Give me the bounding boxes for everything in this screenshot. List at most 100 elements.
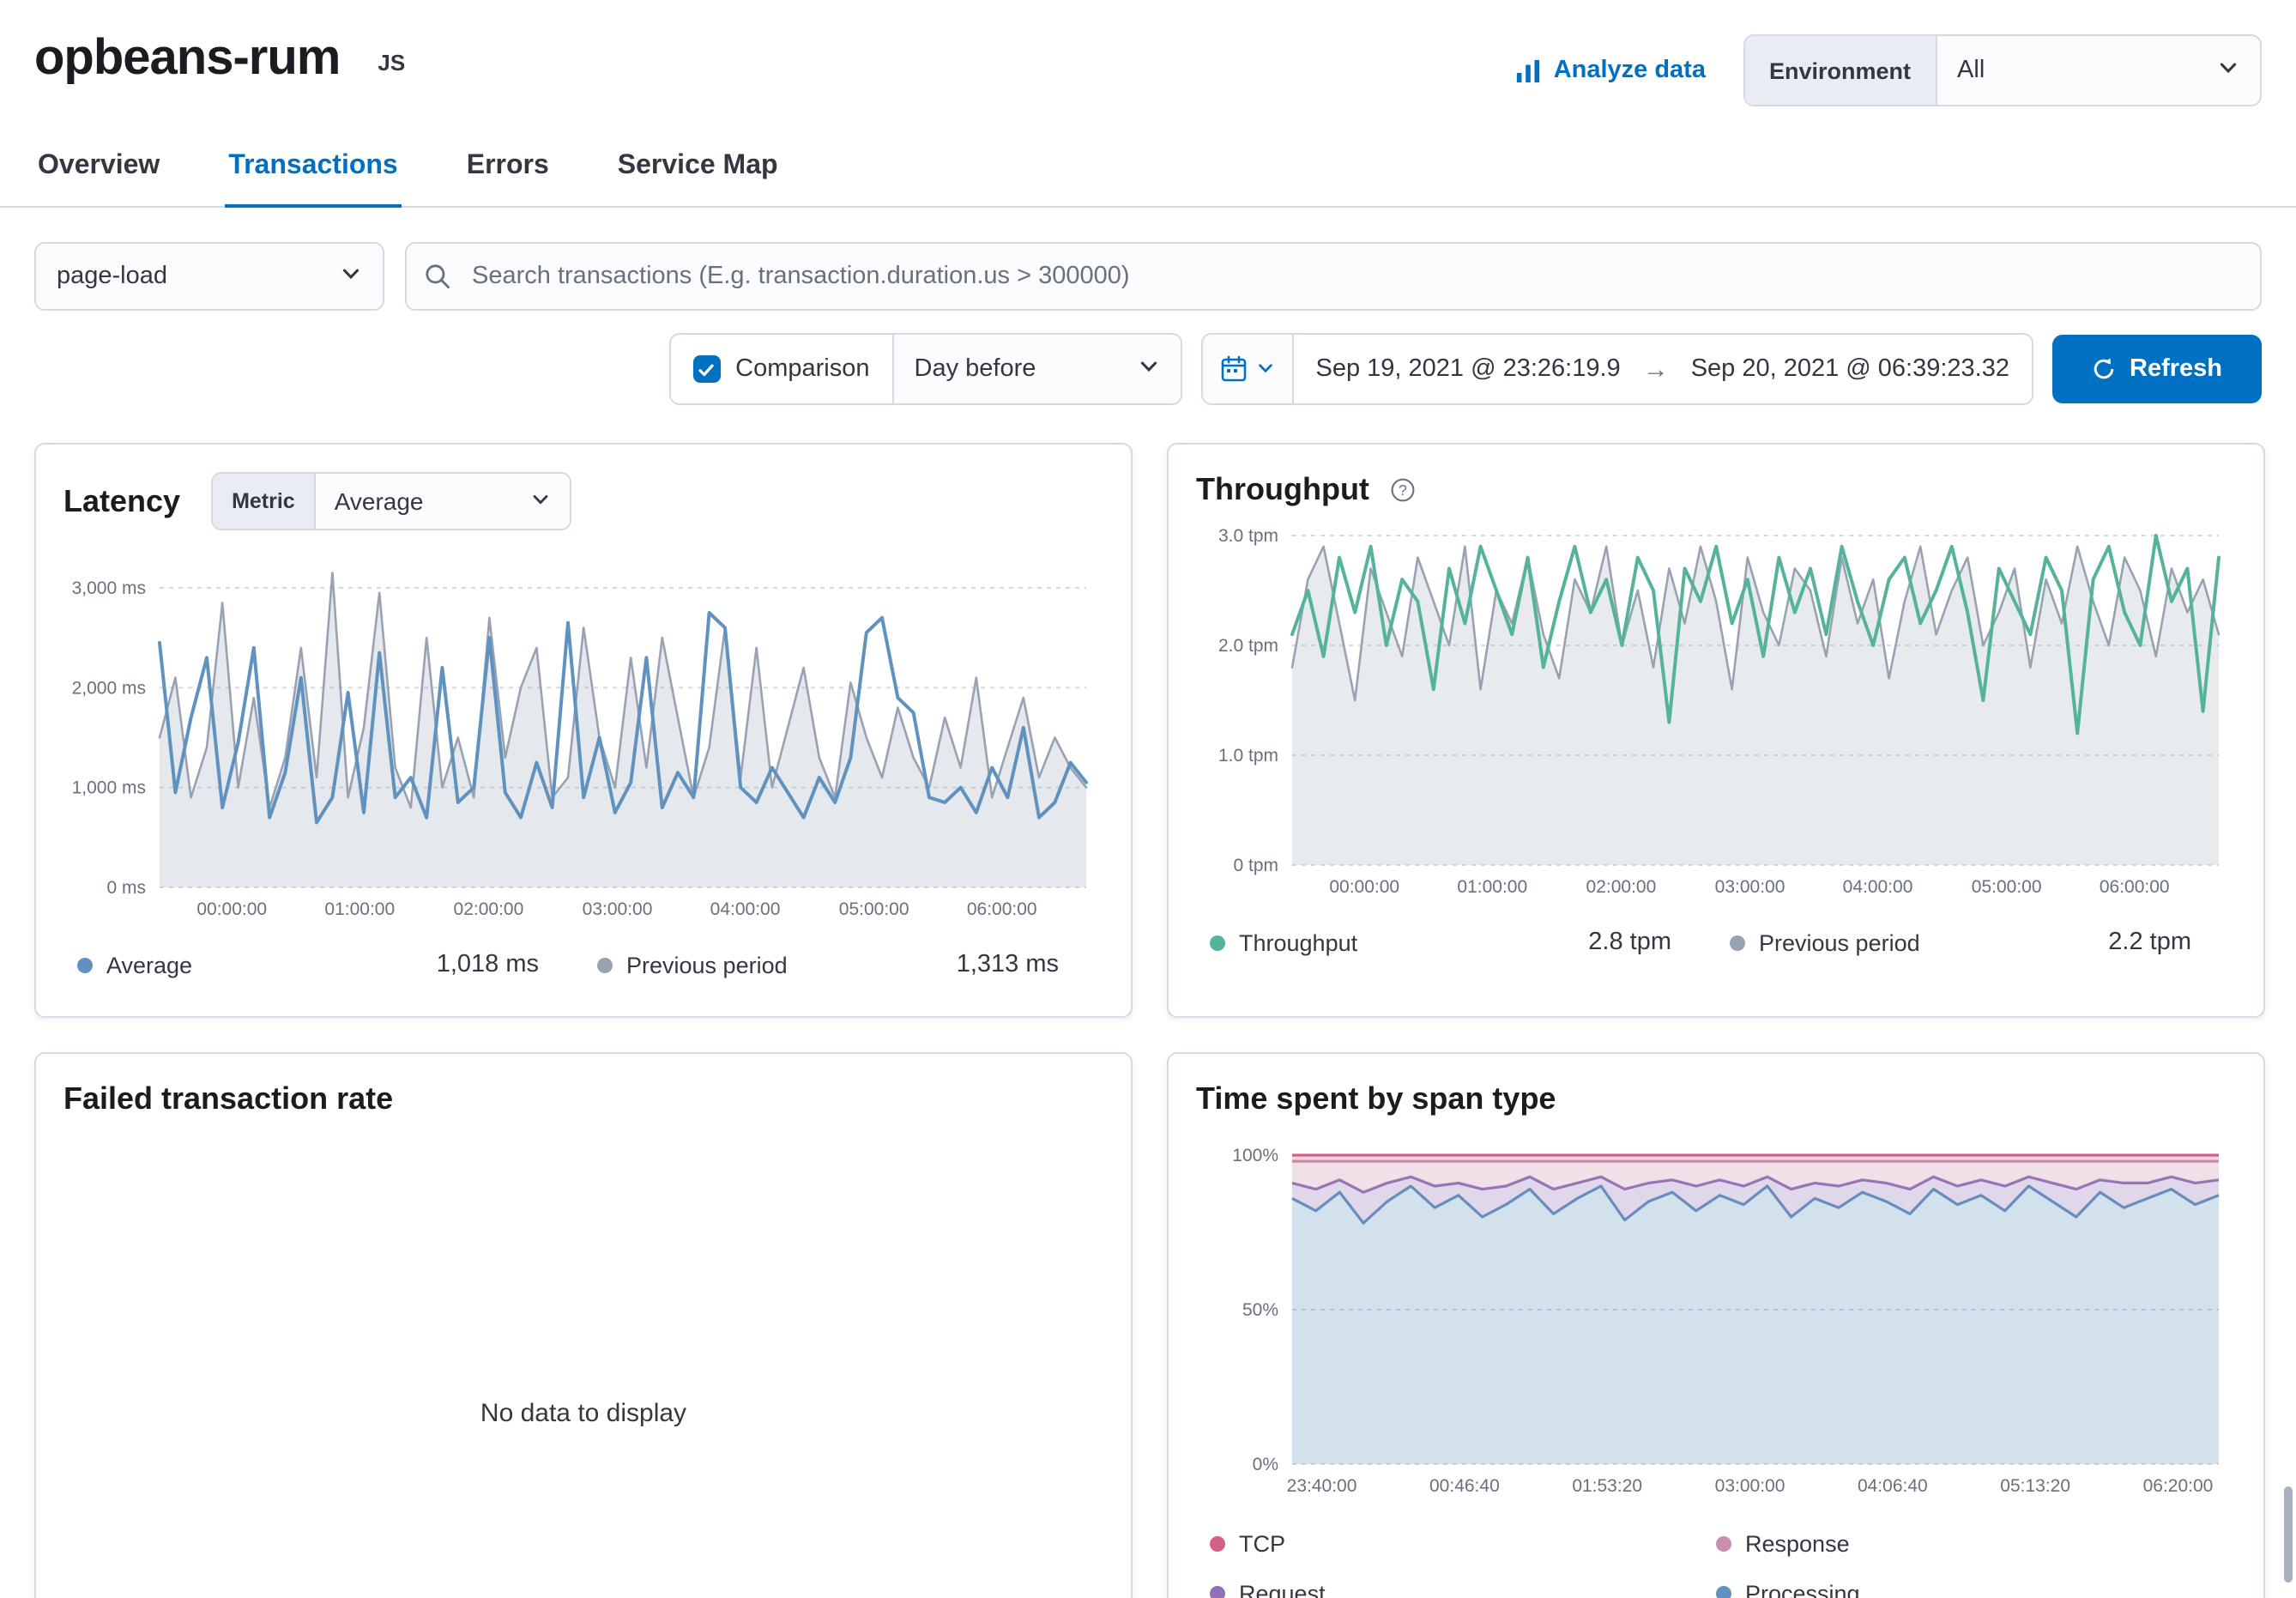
legend-item-throughput[interactable]: Throughput	[1210, 929, 1357, 955]
legend-dot	[1210, 1536, 1225, 1552]
legend-dot	[1210, 935, 1225, 950]
svg-text:03:00:00: 03:00:00	[583, 899, 653, 919]
svg-text:01:53:20: 01:53:20	[1572, 1476, 1642, 1496]
page-header: opbeans-rum JS Analyze data Environment …	[0, 0, 2296, 106]
time-controls: Comparison Day before Sep 19, 2021 @ 23:…	[0, 333, 2296, 405]
legend-item-tcp[interactable]: TCP	[1210, 1531, 1716, 1557]
legend-label: Average	[106, 952, 193, 978]
svg-text:04:06:40: 04:06:40	[1858, 1476, 1928, 1496]
metric-value: Average	[334, 487, 424, 515]
environment-label: Environment	[1745, 36, 1937, 105]
search-box	[405, 242, 2262, 311]
chevron-down-icon	[1256, 356, 1275, 382]
svg-text:02:00:00: 02:00:00	[1586, 877, 1657, 897]
refresh-icon	[2092, 357, 2116, 381]
svg-text:03:00:00: 03:00:00	[1715, 1476, 1785, 1496]
legend-item-response[interactable]: Response	[1716, 1531, 2222, 1557]
svg-text:1.0 tpm: 1.0 tpm	[1218, 746, 1278, 766]
comparison-value: Day before	[914, 355, 1036, 383]
span-type-chart[interactable]: 0% 50% 100% 23:40:00 00:46:40 01:53:20 03:00:0…	[1196, 1141, 2236, 1502]
svg-text:3.0 tpm: 3.0 tpm	[1218, 526, 1278, 546]
svg-text:0 ms: 0 ms	[106, 878, 146, 898]
comparison-checkbox-label[interactable]: Comparison	[670, 335, 892, 403]
legend-label: Throughput	[1239, 929, 1358, 955]
svg-text:01:00:00: 01:00:00	[1457, 877, 1527, 897]
throughput-panel: Throughput ? 0 tpm 1.0 tpm 2.0 tpm 3.0 tpm 0…	[1167, 443, 2265, 1018]
svg-text:50%: 50%	[1242, 1300, 1278, 1320]
analyze-data-label: Analyze data	[1553, 57, 1706, 84]
svg-text:05:13:20: 05:13:20	[2000, 1476, 2070, 1496]
span-type-legend: TCP Response Request Processing	[1196, 1531, 2236, 1598]
refresh-button[interactable]: Refresh	[2052, 335, 2262, 403]
svg-text:2,000 ms: 2,000 ms	[72, 678, 146, 698]
date-end-button[interactable]: Sep 20, 2021 @ 06:39:23.32	[1668, 335, 2032, 403]
legend-item-previous-period[interactable]: Previous period	[1730, 929, 1920, 955]
vertical-scrollbar[interactable]	[2284, 1486, 2293, 1583]
date-picker: Sep 19, 2021 @ 23:26:19.9 → Sep 20, 2021…	[1200, 333, 2033, 405]
analyze-data-icon	[1516, 58, 1542, 83]
analyze-data-link[interactable]: Analyze data	[1516, 57, 1706, 84]
latency-chart[interactable]: 0 ms 1,000 ms 2,000 ms 3,000 ms 00:00:00 01:0…	[63, 544, 1103, 925]
legend-dot	[597, 957, 613, 972]
tab-overview[interactable]: Overview	[38, 151, 160, 180]
failed-transaction-rate-panel: Failed transaction rate No data to displ…	[34, 1052, 1133, 1598]
span-type-title: Time spent by span type	[1196, 1081, 1556, 1116]
chevron-down-icon	[340, 262, 362, 291]
legend-item-previous-period[interactable]: Previous period	[597, 952, 788, 978]
panel-grid: Latency Metric Average 0 ms 1,000 ms 2,000…	[0, 443, 2296, 1598]
search-transactions-input[interactable]	[405, 242, 2262, 311]
svg-text:06:20:00: 06:20:00	[2143, 1476, 2214, 1496]
throughput-title: Throughput	[1196, 472, 1369, 506]
legend-value: 2.8 tpm	[1588, 929, 1671, 956]
svg-text:04:00:00: 04:00:00	[710, 899, 781, 919]
svg-text:23:40:00: 23:40:00	[1287, 1476, 1357, 1496]
svg-text:1,000 ms: 1,000 ms	[72, 778, 146, 798]
latency-legend: Average 1,018 ms Previous period 1,313 m…	[63, 951, 1103, 978]
help-icon[interactable]: ?	[1390, 477, 1416, 503]
legend-dot	[77, 957, 93, 972]
environment-value: All	[1957, 57, 1985, 84]
chevron-down-icon	[530, 487, 551, 515]
throughput-chart[interactable]: 0 tpm 1.0 tpm 2.0 tpm 3.0 tpm 00:00:00 01:00:…	[1196, 522, 2236, 903]
svg-text:2.0 tpm: 2.0 tpm	[1218, 636, 1278, 656]
tab-errors[interactable]: Errors	[466, 151, 549, 180]
legend-label: TCP	[1239, 1531, 1285, 1557]
svg-text:00:00:00: 00:00:00	[196, 899, 267, 919]
refresh-label: Refresh	[2130, 355, 2222, 383]
filter-bar: page-load	[0, 242, 2296, 311]
legend-dot	[1730, 935, 1745, 950]
svg-text:06:00:00: 06:00:00	[2100, 877, 2170, 897]
svg-text:05:00:00: 05:00:00	[839, 899, 909, 919]
svg-text:03:00:00: 03:00:00	[1715, 877, 1785, 897]
legend-item-average[interactable]: Average	[77, 952, 192, 978]
failed-rate-title: Failed transaction rate	[63, 1081, 394, 1116]
comparison-select[interactable]: Day before	[891, 335, 1181, 403]
svg-text:00:00:00: 00:00:00	[1329, 877, 1399, 897]
tab-bar: Overview Transactions Errors Service Map	[0, 134, 2296, 208]
legend-label: Previous period	[626, 952, 788, 978]
tab-transactions[interactable]: Transactions	[225, 134, 402, 208]
legend-item-request[interactable]: Request	[1210, 1581, 1716, 1598]
calendar-dropdown-button[interactable]	[1202, 335, 1294, 403]
svg-text:3,000 ms: 3,000 ms	[72, 578, 146, 598]
transaction-type-select[interactable]: page-load	[34, 242, 384, 311]
latency-metric-select[interactable]: Average	[315, 474, 570, 529]
legend-label: Processing	[1745, 1581, 1860, 1598]
no-data-message: No data to display	[480, 1399, 687, 1428]
svg-text:00:46:40: 00:46:40	[1429, 1476, 1500, 1496]
legend-value: 1,018 ms	[436, 951, 539, 978]
legend-item-processing[interactable]: Processing	[1716, 1581, 2222, 1598]
latency-metric-control: Metric Average	[211, 472, 571, 530]
environment-select[interactable]: All	[1936, 36, 2260, 105]
chevron-down-icon	[1138, 354, 1160, 384]
environment-control: Environment All	[1743, 34, 2262, 106]
tab-service-map[interactable]: Service Map	[617, 151, 778, 180]
comparison-checkbox[interactable]	[692, 355, 721, 383]
agent-badge: JS	[378, 50, 406, 76]
date-start-button[interactable]: Sep 19, 2021 @ 23:26:19.9	[1293, 335, 1643, 403]
metric-label: Metric	[213, 474, 316, 529]
legend-value: 1,313 ms	[956, 951, 1059, 978]
svg-text:?: ?	[1399, 481, 1407, 499]
legend-label: Response	[1745, 1531, 1850, 1557]
